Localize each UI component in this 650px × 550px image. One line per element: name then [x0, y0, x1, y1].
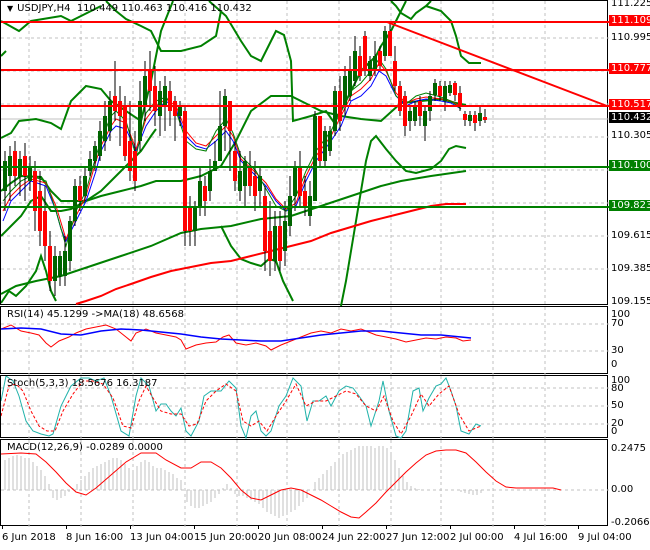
stoch-canvas [1, 376, 609, 439]
time-label: 13 Jun 04:00 [130, 532, 194, 543]
macd-axis: 0.2475 0.00 -0.2066 [608, 439, 650, 528]
rsi-tick: 30 [611, 345, 624, 356]
rsi-axis: 100 70 30 0 [608, 306, 650, 374]
macd-tick: 0.2475 [611, 443, 646, 454]
rsi-tick: 100 [611, 309, 631, 320]
stoch-d-line [1, 380, 482, 435]
rsi-tick: 0 [611, 359, 618, 370]
stoch-axis: 100 80 50 20 0 [608, 375, 650, 438]
rsi-tick: 70 [611, 318, 624, 329]
time-label: 20 Jun 08:00 [258, 532, 322, 543]
stoch-tick: 100 [611, 375, 631, 386]
grid [1, 1, 609, 306]
sr-levels[interactable] [1, 21, 609, 208]
time-label: 4 Jul 16:00 [514, 532, 568, 543]
price-tick: 109.385 [611, 263, 650, 274]
macd-canvas [1, 440, 609, 527]
price-tick: 110.305 [611, 130, 650, 141]
macd-tick: -0.2066 [611, 517, 650, 528]
stoch-k-line [1, 376, 482, 439]
stoch-panel[interactable]: Stoch(5,3,3) 18.5676 16.3187 [0, 375, 609, 439]
price-tag-109823: 109.823 [609, 200, 650, 211]
stoch-tick: 80 [611, 383, 624, 394]
chart-legend: ▼ USDJPY,H4 110.449 110.463 110.416 110.4… [7, 3, 252, 14]
price-tick: 110.995 [611, 32, 650, 43]
macd-tick: 0.00 [611, 484, 634, 495]
rsi-legend: RSI(14) 45.1299 ->MA(18) 48.6568 [7, 309, 184, 320]
time-label: 8 Jun 16:00 [66, 532, 124, 543]
time-axis[interactable]: 6 Jun 2018 8 Jun 16:00 13 Jun 04:00 15 J… [0, 525, 650, 550]
rsi-line [1, 324, 472, 351]
time-label: 15 Jun 20:00 [194, 532, 258, 543]
rsi-ma-line [1, 327, 472, 342]
moving-averages-green [1, 95, 467, 295]
price-tick: 111.225 [611, 0, 650, 9]
price-tick: 109.615 [611, 230, 650, 241]
current-price-tag: 110.432 [609, 112, 650, 123]
price-tag-111109: 111.109 [609, 15, 650, 26]
downtrend-line[interactable] [386, 21, 608, 107]
candles [3, 21, 487, 296]
macd-histogram [4, 446, 482, 518]
rsi-panel[interactable]: RSI(14) 45.1299 ->MA(18) 48.6568 [0, 306, 609, 375]
rsi-canvas [1, 307, 609, 375]
price-chart-panel[interactable]: ▼ USDJPY,H4 110.449 110.463 110.416 110.4… [0, 0, 609, 306]
time-label: 2 Jul 00:00 [450, 532, 504, 543]
symbol-label: USDJPY,H4 [17, 3, 71, 14]
collapse-triangle-icon[interactable]: ▼ [7, 4, 14, 13]
macd-signal-line [1, 449, 562, 519]
price-tag-110517: 110.517 [609, 99, 650, 110]
stoch-legend: Stoch(5,3,3) 18.5676 16.3187 [7, 378, 158, 389]
stoch-tick: 50 [611, 400, 624, 411]
price-tick: 109.155 [611, 296, 650, 307]
envelope-bands [1, 1, 481, 306]
stoch-tick: 0 [611, 426, 618, 437]
candle-bodies [3, 31, 487, 281]
ma-fast-green [2, 58, 462, 248]
time-label: 24 Jun 22:00 [322, 532, 386, 543]
time-label: 6 Jun 2018 [2, 532, 56, 543]
price-tag-110777: 110.777 [609, 63, 650, 74]
macd-legend: MACD(12,26,9) -0.0289 0.0000 [7, 442, 163, 453]
price-axis[interactable]: 111.225 110.995 110.305 109.615 109.385 … [608, 0, 650, 307]
ma-200-line [75, 203, 466, 305]
price-tag-110100: 110.100 [609, 160, 650, 171]
macd-panel[interactable]: MACD(12,26,9) -0.0289 0.0000 [0, 439, 609, 527]
stoch-tick: 20 [611, 418, 624, 429]
time-label: 9 Jul 04:00 [578, 532, 632, 543]
ohlc-values: 110.449 110.463 110.416 110.432 [76, 3, 252, 14]
time-label: 27 Jun 12:00 [386, 532, 450, 543]
price-chart-canvas[interactable] [1, 1, 609, 306]
